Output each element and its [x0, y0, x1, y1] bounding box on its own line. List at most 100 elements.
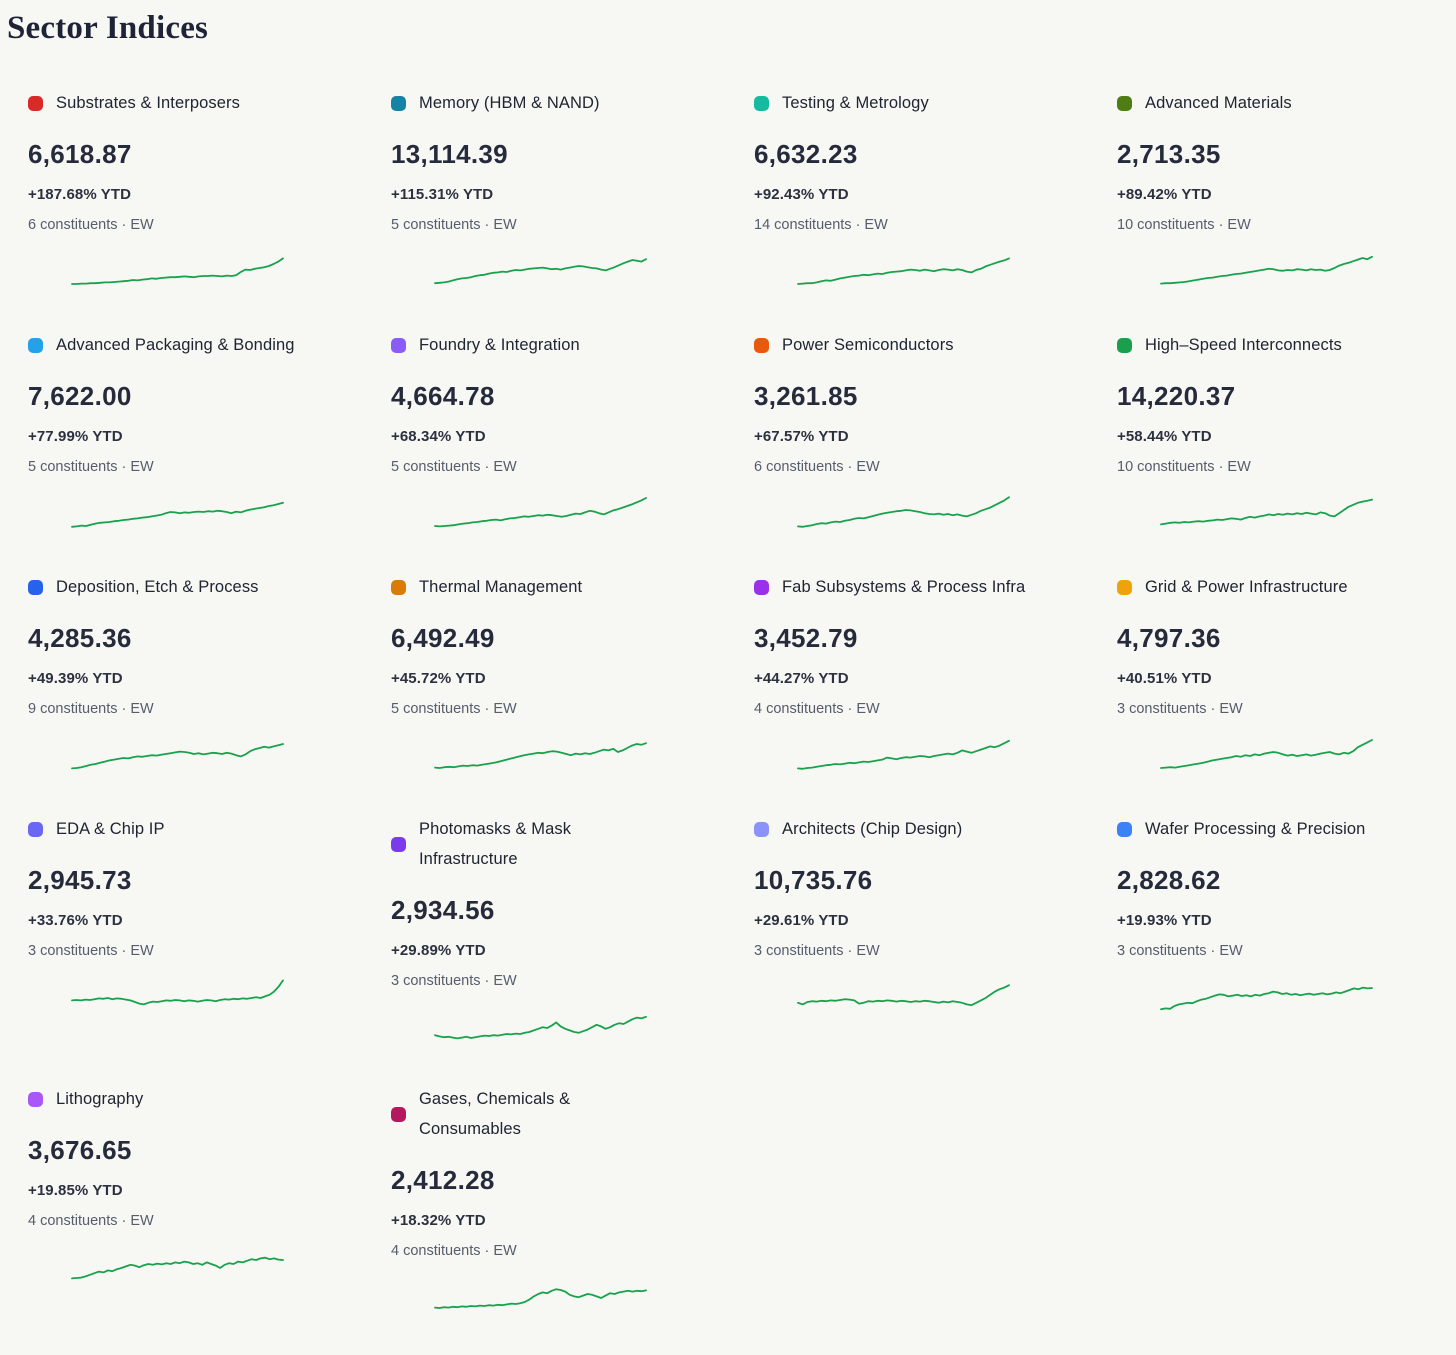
sector-label-row: Lithography: [28, 1084, 361, 1114]
sector-name: Grid & Power Infrastructure: [1145, 578, 1348, 596]
sector-color-dot-icon: [391, 579, 406, 595]
constituents-info: 3 constituents · EW: [28, 943, 154, 959]
sector-label-row: Memory (HBM & NAND): [391, 88, 724, 118]
sector-color-dot-icon: [391, 337, 406, 353]
sparkline-chart: [71, 743, 284, 770]
sparkline-chart: [71, 257, 284, 285]
sector-card: Advanced Packaging & Bonding 7,622.00 +7…: [28, 330, 391, 572]
sparkline-chart: [434, 497, 647, 528]
ytd-change: +29.61% YTD: [754, 912, 849, 929]
ytd-change: +49.39% YTD: [28, 670, 123, 687]
sparkline-chart: [1160, 986, 1373, 1011]
sector-card: EDA & Chip IP 2,945.73 +33.76% YTD 3 con…: [28, 814, 391, 1084]
constituents-info: 3 constituents · EW: [391, 973, 517, 989]
sector-card: Grid & Power Infrastructure 4,797.36 +40…: [1117, 572, 1456, 814]
constituents-info: 3 constituents · EW: [754, 943, 880, 959]
sector-label-row: Power Semiconductors: [754, 330, 1087, 360]
sector-card: Thermal Management 6,492.49 +45.72% YTD …: [391, 572, 754, 814]
constituents-info: 6 constituents · EW: [28, 217, 154, 233]
index-value: 3,261.85: [754, 381, 858, 411]
sector-label-row: Deposition, Etch & Process: [28, 572, 361, 602]
sector-color-dot-icon: [28, 1091, 43, 1107]
ytd-change: +19.85% YTD: [28, 1182, 123, 1199]
sector-card: Fab Subsystems & Process Infra 3,452.79 …: [754, 572, 1117, 814]
sector-color-dot-icon: [28, 821, 43, 837]
sector-color-dot-icon: [1117, 95, 1132, 111]
index-value: 6,632.23: [754, 139, 858, 169]
ytd-change: +67.57% YTD: [754, 428, 849, 445]
sector-color-dot-icon: [1117, 337, 1132, 353]
sector-label-row: EDA & Chip IP: [28, 814, 361, 844]
constituents-info: 3 constituents · EW: [1117, 701, 1243, 717]
sector-card: Substrates & Interposers 6,618.87 +187.6…: [28, 88, 391, 330]
index-value: 6,618.87: [28, 139, 132, 169]
sector-color-dot-icon: [754, 95, 769, 111]
sector-card: Advanced Materials 2,713.35 +89.42% YTD …: [1117, 88, 1456, 330]
ytd-change: +40.51% YTD: [1117, 670, 1212, 687]
constituents-info: 6 constituents · EW: [754, 459, 880, 475]
ytd-change: +18.32% YTD: [391, 1212, 486, 1229]
sparkline-chart: [797, 257, 1010, 285]
ytd-change: +33.76% YTD: [28, 912, 123, 929]
index-value: 2,412.28: [391, 1165, 495, 1195]
index-value: 14,220.37: [1117, 381, 1236, 411]
sector-color-dot-icon: [28, 337, 43, 353]
sector-name: Advanced Materials: [1145, 94, 1292, 112]
index-value: 4,285.36: [28, 623, 132, 653]
constituents-info: 4 constituents · EW: [28, 1213, 154, 1229]
sector-color-dot-icon: [28, 95, 43, 111]
sector-color-dot-icon: [754, 579, 769, 595]
sector-color-dot-icon: [1117, 821, 1132, 837]
sector-color-dot-icon: [391, 836, 406, 852]
sparkline-chart: [434, 1288, 647, 1309]
sector-name: Advanced Packaging & Bonding: [56, 336, 295, 354]
index-value: 2,934.56: [391, 895, 495, 925]
sector-name: EDA & Chip IP: [56, 820, 165, 838]
sector-label-row: Testing & Metrology: [754, 88, 1087, 118]
sector-name: Lithography: [56, 1090, 144, 1108]
sector-color-dot-icon: [754, 821, 769, 837]
sector-label-row: Fab Subsystems & Process Infra: [754, 572, 1087, 602]
sparkline-chart: [1160, 498, 1373, 526]
sparkline-chart: [434, 742, 647, 769]
ytd-change: +44.27% YTD: [754, 670, 849, 687]
constituents-info: 10 constituents · EW: [1117, 217, 1251, 233]
sector-name: High–Speed Interconnects: [1145, 336, 1342, 354]
sparkline-chart: [797, 984, 1010, 1007]
sector-label-row: Substrates & Interposers: [28, 88, 361, 118]
sector-name: Photomasks & Mask Infrastructure: [419, 820, 572, 868]
sector-card: Architects (Chip Design) 10,735.76 +29.6…: [754, 814, 1117, 1084]
sector-label-row: Gases, Chemicals & Consumables: [391, 1084, 724, 1144]
sector-card: Foundry & Integration 4,664.78 +68.34% Y…: [391, 330, 754, 572]
page-title: Sector Indices: [7, 10, 209, 46]
sector-card: High–Speed Interconnects 14,220.37 +58.4…: [1117, 330, 1456, 572]
ytd-change: +187.68% YTD: [28, 186, 132, 203]
sector-label-row: Photomasks & Mask Infrastructure: [391, 814, 724, 874]
sector-color-dot-icon: [1117, 579, 1132, 595]
sector-card: Lithography 3,676.65 +19.85% YTD 4 const…: [28, 1084, 391, 1354]
index-value: 6,492.49: [391, 623, 495, 653]
sector-name: Thermal Management: [419, 578, 583, 596]
index-value: 13,114.39: [391, 139, 508, 169]
index-value: 4,664.78: [391, 381, 495, 411]
sparkline-chart: [71, 1256, 284, 1280]
sector-name: Foundry & Integration: [419, 336, 580, 354]
constituents-info: 5 constituents · EW: [391, 217, 517, 233]
sector-name: Architects (Chip Design): [782, 820, 963, 838]
sector-label-row: Architects (Chip Design): [754, 814, 1087, 844]
constituents-info: 5 constituents · EW: [391, 701, 517, 717]
ytd-change: +115.31% YTD: [391, 186, 494, 203]
sector-label-row: High–Speed Interconnects: [1117, 330, 1450, 360]
ytd-change: +58.44% YTD: [1117, 428, 1212, 445]
sector-card: Testing & Metrology 6,632.23 +92.43% YTD…: [754, 88, 1117, 330]
sector-label-row: Advanced Materials: [1117, 88, 1450, 118]
index-value: 2,713.35: [1117, 139, 1221, 169]
sector-label-row: Thermal Management: [391, 572, 724, 602]
index-value: 7,622.00: [28, 381, 132, 411]
index-value: 3,676.65: [28, 1135, 132, 1165]
sector-card: Deposition, Etch & Process 4,285.36 +49.…: [28, 572, 391, 814]
sparkline-chart: [71, 501, 284, 528]
constituents-info: 4 constituents · EW: [391, 1243, 517, 1259]
sector-color-dot-icon: [754, 337, 769, 353]
sector-name: Wafer Processing & Precision: [1145, 820, 1366, 838]
